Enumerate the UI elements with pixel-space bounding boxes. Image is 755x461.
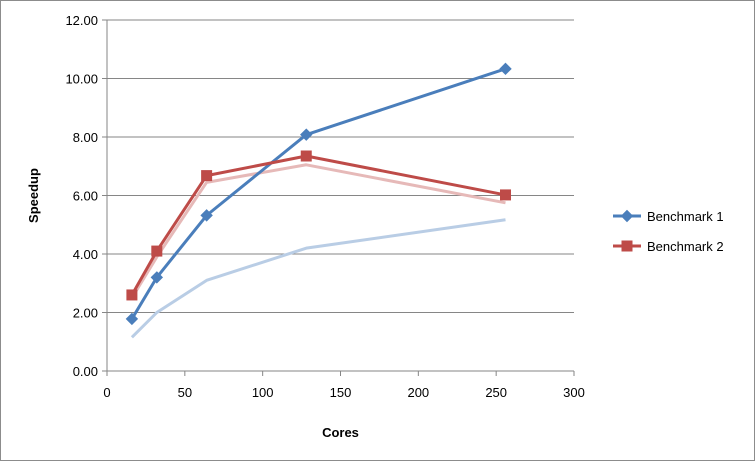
x-tick-labels: 0 50 100 150 200 250 300	[103, 385, 584, 400]
y-tick-label: 4.00	[73, 247, 98, 262]
x-tick-label: 0	[103, 385, 110, 400]
data-point	[200, 209, 213, 222]
y-tick-label: 8.00	[73, 130, 98, 145]
y-tick-label: 12.00	[65, 13, 98, 28]
x-tick-label: 200	[407, 385, 429, 400]
data-point	[499, 62, 512, 76]
series-line	[130, 67, 506, 320]
legend-marker	[621, 240, 633, 252]
x-tick-label: 250	[485, 385, 507, 400]
y-tick-labels: 0.00 2.00 4.00 6.00 8.00 10.00 12.00	[65, 13, 98, 379]
series-line	[130, 154, 506, 296]
data-point	[201, 170, 213, 182]
x-axis-title: Cores	[322, 425, 359, 440]
legend-label: Benchmark 1	[647, 209, 724, 224]
x-tick-label: 50	[178, 385, 192, 400]
data-point	[151, 245, 163, 257]
data-point	[300, 150, 312, 162]
y-tick-label: 2.00	[73, 306, 98, 321]
y-tick-label: 0.00	[73, 364, 98, 379]
legend-marker	[620, 209, 634, 223]
series-2	[126, 150, 512, 301]
legend: Benchmark 1 Benchmark 2	[613, 209, 724, 254]
y-axis-title: Speedup	[26, 168, 41, 223]
y-tick-label: 6.00	[73, 189, 98, 204]
series-layer	[125, 62, 512, 339]
legend-item: Benchmark 2	[613, 239, 724, 254]
x-tick-label: 300	[563, 385, 585, 400]
series-4	[130, 163, 506, 299]
grid-lines	[107, 19, 574, 313]
data-point	[150, 271, 164, 284]
data-point	[300, 128, 313, 141]
y-tick-label: 10.00	[65, 72, 98, 87]
legend-item: Benchmark 1	[613, 209, 724, 224]
x-tick-label: 150	[330, 385, 352, 400]
data-point	[500, 189, 512, 201]
data-point	[125, 312, 139, 326]
data-point	[126, 289, 138, 301]
axes	[102, 19, 575, 376]
x-tick-label: 100	[252, 385, 274, 400]
series-line	[130, 218, 506, 339]
series-3	[130, 218, 506, 339]
legend-label: Benchmark 2	[647, 239, 724, 254]
series-1	[125, 62, 512, 326]
series-line	[130, 163, 506, 299]
